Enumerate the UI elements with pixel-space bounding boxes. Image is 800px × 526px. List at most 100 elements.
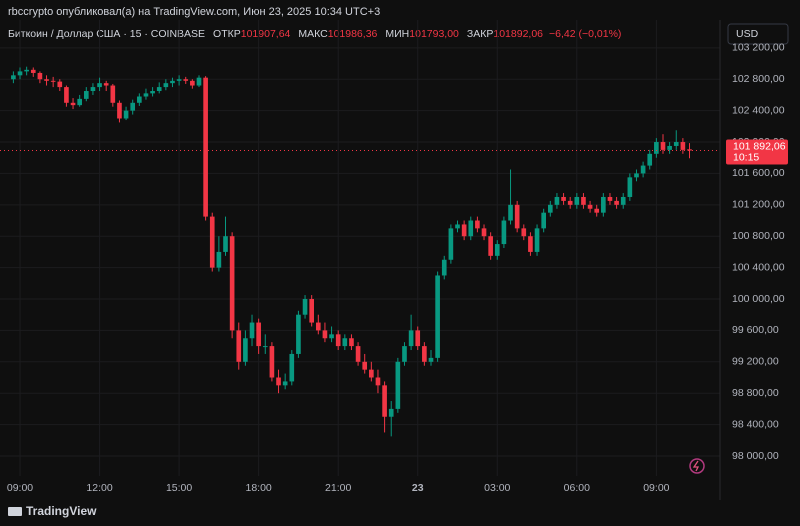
candle-body <box>269 346 275 378</box>
candle-body <box>441 259 447 276</box>
footer: TradingView <box>8 504 97 518</box>
candle-body <box>335 334 341 347</box>
candle-body <box>620 196 626 205</box>
candle-body <box>667 145 672 150</box>
candle-body <box>130 102 136 111</box>
y-tick-label: 100 400,00 <box>732 261 785 273</box>
candle-body <box>561 196 566 201</box>
candle-body <box>302 299 308 315</box>
candle-body <box>375 377 381 386</box>
x-tick-label: 23 <box>412 482 424 494</box>
candle-body <box>262 346 268 348</box>
candle-body <box>117 102 122 119</box>
candle-body <box>488 236 493 256</box>
candle-body <box>110 85 116 103</box>
candle-body <box>322 330 328 339</box>
candle-body <box>448 228 454 260</box>
candle-body <box>614 200 619 205</box>
candle-body <box>97 83 102 88</box>
y-tick-label: 98 400,00 <box>732 418 779 430</box>
legend-value: 101892,06 <box>493 28 543 40</box>
x-tick-label: 03:00 <box>484 482 510 494</box>
y-tick-label: 101 200,00 <box>732 199 785 211</box>
candle-body <box>435 275 440 358</box>
legend-value: 101907,64 <box>241 28 291 40</box>
candle-body <box>528 236 533 252</box>
candle-body <box>77 98 82 106</box>
last-price-label: 101 892,06 <box>733 140 786 152</box>
y-tick-label: 100 000,00 <box>732 293 785 305</box>
candle-body <box>156 87 162 92</box>
candle-body <box>382 385 387 417</box>
candle-body <box>395 361 401 409</box>
candle-body <box>468 220 474 237</box>
candle-body <box>216 251 222 268</box>
candle-body <box>190 80 195 86</box>
candle-body <box>143 93 149 97</box>
alert-icon[interactable] <box>689 458 705 474</box>
candle-body <box>309 299 314 323</box>
candle-body <box>349 338 354 347</box>
candle-body <box>163 83 169 88</box>
candle-body <box>607 196 613 201</box>
candle-body <box>249 322 255 339</box>
x-tick-label: 21:00 <box>325 482 351 494</box>
candle-body <box>587 204 593 209</box>
candle-body <box>567 200 573 205</box>
candle-body <box>229 236 235 331</box>
x-tick-label: 12:00 <box>86 482 112 494</box>
y-tick-label: 98 800,00 <box>732 387 779 399</box>
candle-body <box>362 361 368 370</box>
candle-body <box>634 173 639 178</box>
candle-body <box>83 91 89 99</box>
candle-body <box>461 224 467 237</box>
alert-icon-bolt <box>692 460 700 472</box>
legend-label: ЗАКР <box>467 28 493 40</box>
candle-body <box>521 228 527 237</box>
candle-body <box>554 196 560 205</box>
legend-change: −6,42 (−0,01%) <box>549 28 621 40</box>
candle-body <box>342 338 348 347</box>
candle-body <box>408 330 414 347</box>
candle-body <box>415 330 421 347</box>
candle-body <box>475 220 480 229</box>
candle-body <box>369 369 374 378</box>
candle-body <box>50 80 56 82</box>
candle-body <box>123 110 129 119</box>
y-tick-label: 101 600,00 <box>732 167 785 179</box>
candle-body <box>17 71 23 76</box>
countdown: 10:15 <box>733 151 759 163</box>
candle-body <box>329 334 334 339</box>
candle-body <box>24 69 29 72</box>
x-tick-label: 18:00 <box>246 482 272 494</box>
y-tick-label: 100 800,00 <box>732 230 785 242</box>
candle-body <box>256 322 261 347</box>
y-tick-label: 103 200,00 <box>732 42 785 54</box>
candle-body <box>57 81 63 88</box>
candle-body <box>680 142 686 150</box>
candle-body <box>183 79 189 81</box>
candle-body <box>70 102 76 106</box>
candle-body <box>455 224 460 229</box>
candle-body <box>687 149 692 151</box>
candle-body <box>494 244 500 256</box>
logo <box>8 507 22 516</box>
x-tick-label: 15:00 <box>166 482 192 494</box>
candle-body <box>64 87 69 103</box>
y-tick-label: 99 600,00 <box>732 324 779 336</box>
candle-body <box>422 346 427 362</box>
candle-body <box>90 87 96 92</box>
candle-body <box>289 353 295 382</box>
currency-box[interactable] <box>727 23 789 45</box>
legend-value: 101793,00 <box>409 28 459 40</box>
candle-body <box>534 228 540 252</box>
y-tick-label: 102 400,00 <box>732 104 785 116</box>
header: rbccrypto опубликовал(а) на TradingView.… <box>8 6 380 18</box>
candle-body <box>103 83 109 86</box>
candle-body <box>30 69 36 73</box>
y-tick-label: 102 800,00 <box>732 73 785 85</box>
candle-body <box>150 91 155 94</box>
candle-body <box>581 196 586 205</box>
